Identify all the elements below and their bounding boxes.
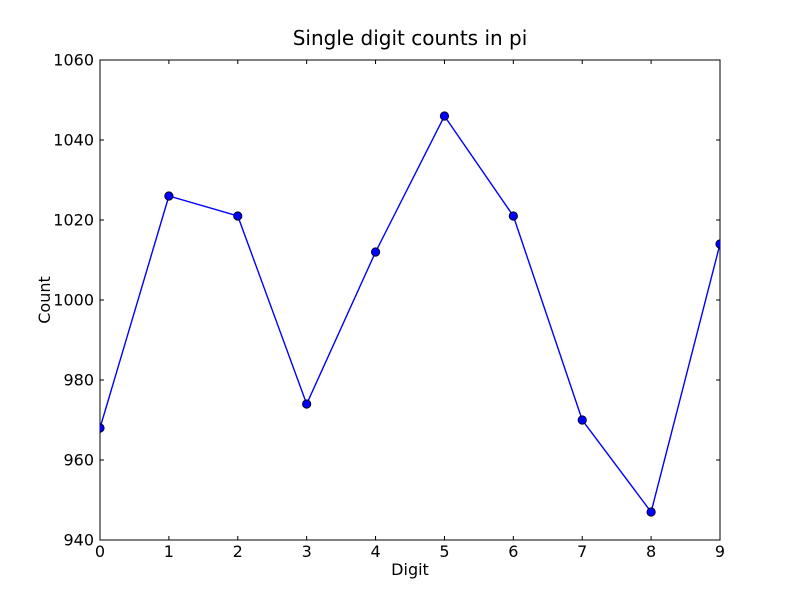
x-tick-label: 8 [646,542,656,561]
x-tick-label: 0 [95,542,105,561]
x-tick-label: 6 [508,542,518,561]
x-axis-label: Digit [391,560,429,579]
x-tick-label: 7 [577,542,587,561]
data-point-digit-1 [164,191,174,201]
chart-title: Single digit counts in pi [293,26,528,50]
data-line [100,114,720,514]
data-point-digit-9 [715,239,720,249]
x-tick-label: 5 [439,542,449,561]
y-tick-label: 980 [63,371,94,390]
data-point-digit-2 [233,211,243,221]
x-tick-label: 9 [715,542,725,561]
data-point-digit-7 [577,415,587,425]
y-tick-label: 1020 [53,211,94,230]
data-point-digit-6 [508,211,518,221]
plot-frame [99,59,721,541]
x-tick-label: 3 [302,542,312,561]
y-tick-label: 960 [63,451,94,470]
x-tick-label: 4 [370,542,380,561]
y-tick-label: 1040 [53,131,94,150]
x-tick-label: 1 [164,542,174,561]
data-point-digit-5 [439,111,450,121]
x-tick-label: 2 [233,542,243,561]
y-axis-label: Count [35,276,54,324]
data-point-digit-4 [370,247,381,257]
data-point-digit-0 [100,423,105,433]
y-tick-label: 940 [63,531,94,550]
y-tick-label: 1060 [53,51,94,70]
data-point-digit-8 [646,507,656,517]
y-tick-label: 1000 [53,291,94,310]
data-point-digit-3 [302,399,312,409]
